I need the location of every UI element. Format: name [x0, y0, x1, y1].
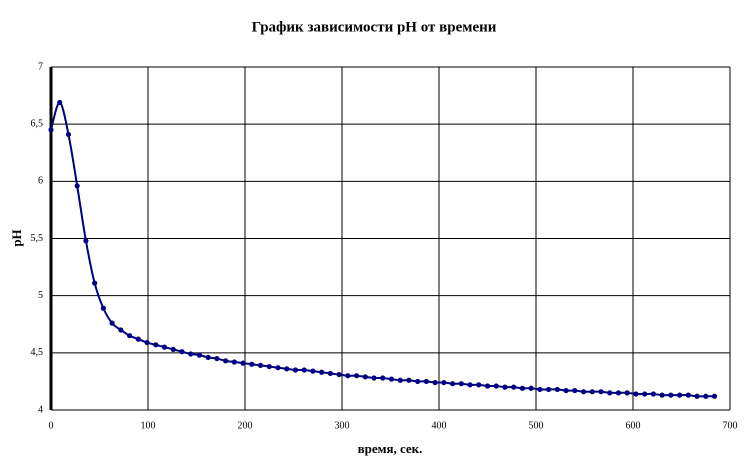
marker [694, 393, 700, 399]
marker [336, 371, 342, 378]
marker [650, 391, 656, 397]
x-tick-label: 0 [49, 420, 54, 431]
marker [406, 377, 412, 383]
marker [589, 389, 595, 395]
marker [144, 339, 150, 346]
marker [275, 365, 281, 371]
marker [493, 383, 499, 389]
marker [292, 367, 299, 373]
marker [170, 346, 176, 353]
marker [711, 393, 718, 399]
marker [380, 375, 386, 381]
marker [415, 378, 421, 385]
marker [266, 363, 272, 370]
marker [580, 389, 587, 395]
marker [65, 131, 72, 138]
x-tick-label: 100 [141, 420, 156, 431]
marker [135, 336, 141, 342]
y-tick-label: 4,5 [31, 347, 44, 358]
y-tick-label: 6,5 [31, 118, 44, 129]
y-tick-label: 4 [38, 404, 43, 415]
marker [397, 377, 403, 383]
x-axis-label: время, сек. [358, 441, 423, 456]
marker [676, 392, 683, 398]
marker [231, 359, 237, 365]
marker [423, 378, 429, 385]
x-tick-label: 300 [335, 420, 350, 431]
marker [48, 127, 54, 133]
y-tick-label: 7 [38, 61, 43, 72]
marker [284, 366, 290, 372]
marker [502, 384, 508, 390]
x-tick-label: 200 [238, 420, 253, 431]
marker [57, 99, 63, 106]
marker [362, 374, 368, 380]
marker [668, 392, 674, 398]
x-tick-label: 700 [723, 420, 738, 431]
marker [624, 390, 630, 396]
x-tick-label: 600 [626, 420, 641, 431]
marker [572, 387, 578, 394]
marker [703, 393, 709, 399]
marker [214, 355, 220, 362]
marker [449, 381, 456, 387]
marker [83, 238, 89, 244]
marker [519, 385, 526, 391]
marker [188, 351, 194, 357]
x-tick-label: 500 [529, 420, 544, 431]
marker [467, 382, 473, 388]
marker [109, 320, 115, 326]
y-tick-label: 6 [38, 176, 43, 187]
marker [554, 386, 560, 393]
marker [685, 392, 691, 398]
marker [476, 382, 482, 388]
marker [659, 392, 665, 398]
marker [92, 280, 98, 286]
y-tick-label: 5,5 [31, 233, 44, 244]
marker [598, 389, 604, 395]
marker [546, 386, 552, 393]
marker [432, 379, 438, 386]
marker [205, 354, 211, 361]
marker [310, 368, 316, 374]
marker [388, 376, 395, 382]
marker [74, 183, 80, 189]
marker [633, 391, 639, 397]
marker [126, 333, 133, 339]
marker [249, 361, 255, 367]
marker [257, 362, 264, 369]
marker [371, 375, 377, 381]
marker [441, 379, 447, 386]
marker [484, 383, 491, 389]
marker [223, 358, 229, 364]
marker [607, 390, 613, 396]
marker [511, 384, 517, 390]
marker [642, 391, 648, 397]
marker [161, 344, 168, 350]
y-axis-label: pH [9, 229, 24, 246]
marker [345, 373, 351, 379]
marker [179, 349, 185, 355]
marker [240, 360, 246, 366]
marker [196, 352, 203, 358]
marker [319, 369, 325, 375]
chart-title: График зависимости pH от времени [252, 19, 497, 35]
marker [615, 390, 622, 396]
marker [458, 381, 464, 387]
marker [563, 387, 569, 394]
x-tick-label: 400 [432, 420, 447, 431]
y-tick-label: 5 [38, 290, 43, 301]
marker [537, 386, 543, 393]
marker [327, 370, 333, 377]
marker [301, 367, 307, 373]
marker [100, 305, 106, 311]
marker [153, 342, 159, 348]
marker [528, 385, 534, 391]
marker [118, 327, 124, 333]
marker [353, 373, 360, 379]
